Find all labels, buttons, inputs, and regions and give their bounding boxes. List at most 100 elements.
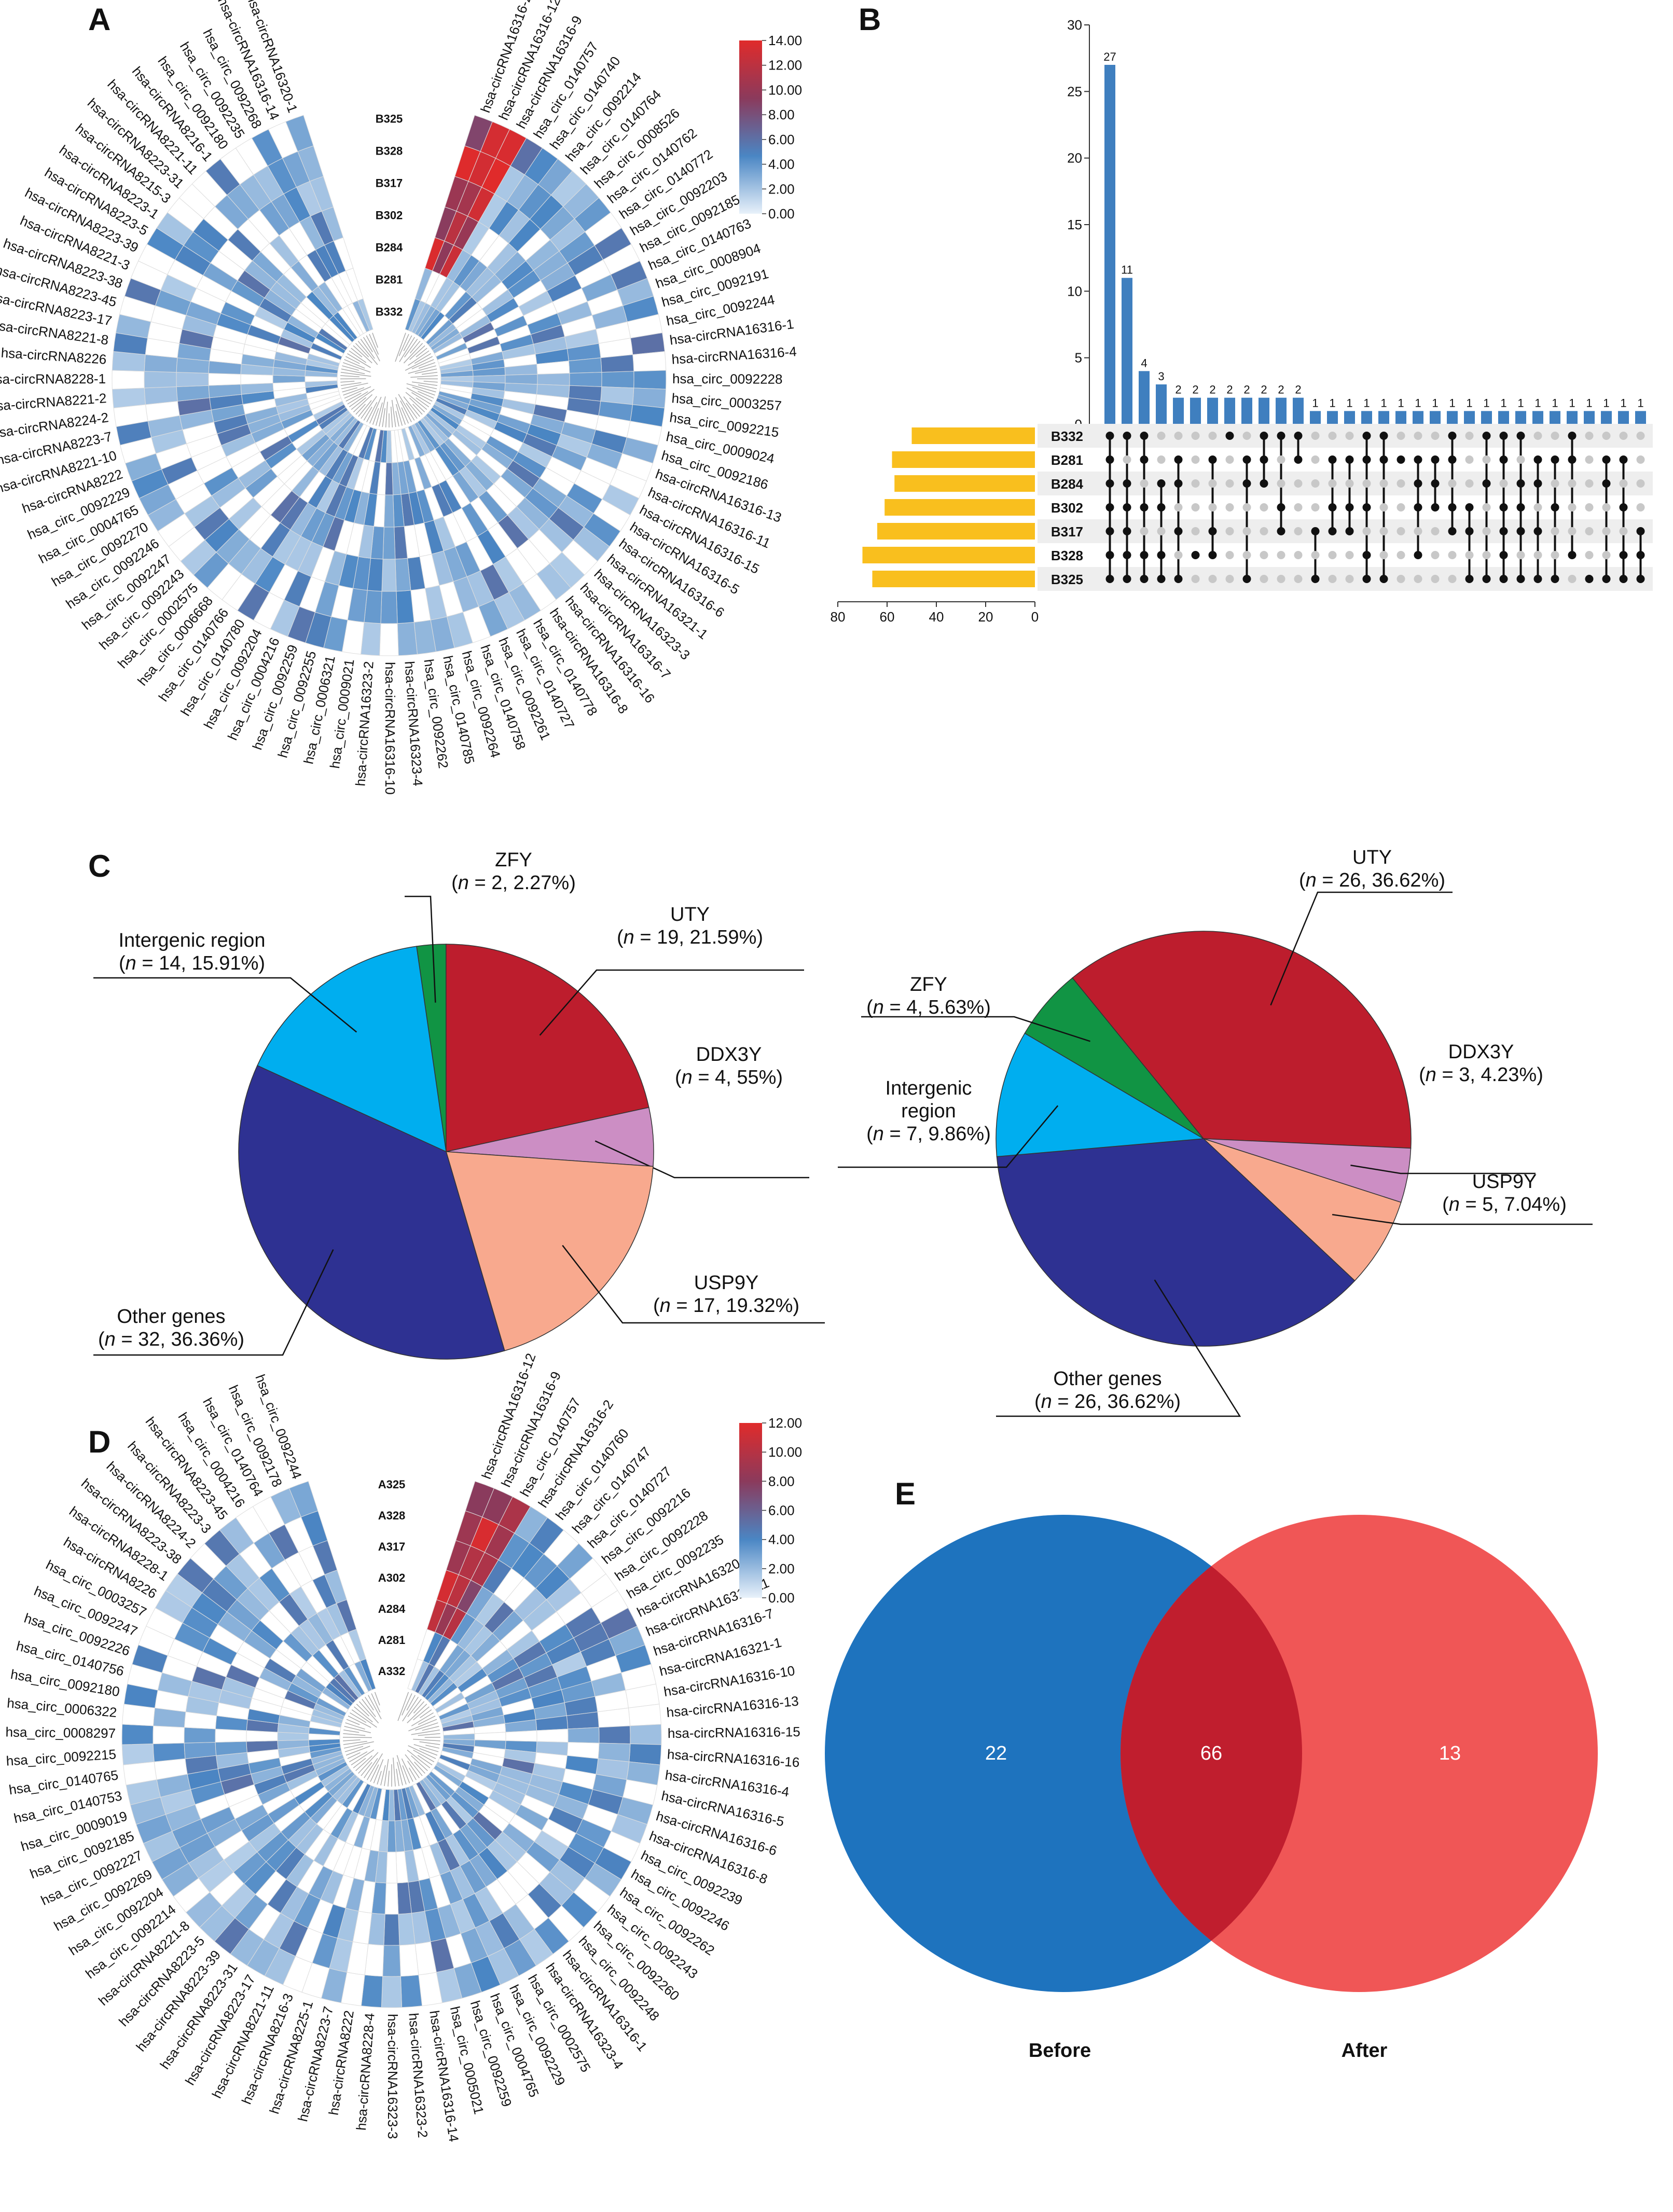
- membership-dot: [1379, 527, 1388, 535]
- intersection-bar: [1259, 397, 1269, 424]
- dendrogram-branch: [344, 1726, 371, 1733]
- pie-slice-name: DDX3Y: [696, 1044, 762, 1066]
- colorbar-tick-label: 12.00: [768, 1415, 802, 1431]
- membership-dot: [1414, 551, 1422, 559]
- membership-dot: [1465, 527, 1474, 535]
- membership-dot: [1345, 432, 1354, 440]
- intersection-bar: [1139, 371, 1150, 424]
- membership-dot: [1294, 503, 1303, 511]
- heatmap-cell: [112, 351, 146, 372]
- membership-dot: [1585, 432, 1594, 440]
- membership-dot: [1208, 455, 1217, 464]
- membership-dot: [1242, 455, 1251, 464]
- dendrogram-branch: [402, 1765, 410, 1784]
- dendrogram-branch: [351, 397, 367, 410]
- membership-dot: [1362, 455, 1371, 464]
- dendrogram-branch: [412, 386, 435, 396]
- membership-dot: [1465, 432, 1474, 440]
- intersection-bar-label: 1: [1637, 396, 1643, 409]
- membership-dot: [1191, 455, 1200, 464]
- dendrogram-branch: [397, 1692, 409, 1721]
- dendrogram-branch: [358, 400, 372, 417]
- dendrogram-branch: [382, 408, 385, 427]
- dendrogram-branch: [407, 1761, 420, 1778]
- dendrogram-branch: [418, 391, 434, 399]
- dendrogram-branch: [399, 337, 415, 362]
- membership-dot: [1568, 551, 1577, 559]
- membership-dot: [1277, 479, 1285, 488]
- membership-dot: [1328, 479, 1337, 488]
- pie-slice-name: Other genes: [1053, 1368, 1162, 1390]
- membership-dot: [1431, 551, 1440, 559]
- dendrogram-branch: [343, 387, 365, 396]
- dendrogram-branch: [372, 408, 379, 425]
- intersection-bar-label: 2: [1192, 383, 1198, 396]
- membership-dot: [1191, 551, 1200, 559]
- set-size-bar: [892, 451, 1035, 468]
- heatmap-cell: [184, 1727, 216, 1744]
- venn-after-only-count: 13: [1439, 1743, 1461, 1764]
- membership-dot: [1465, 479, 1474, 488]
- membership-dot: [1157, 455, 1166, 464]
- intersection-bar-label: 27: [1103, 50, 1116, 63]
- dendrogram-branch: [349, 350, 367, 363]
- heatmap-column-label: hsa-circRNA16323-2: [352, 661, 376, 787]
- pie-slice: [1024, 977, 1204, 1139]
- heatmap-cell: [184, 1742, 217, 1759]
- heatmap-cell: [382, 1945, 401, 1977]
- dendrogram-branch: [344, 386, 371, 399]
- intersection-bar-label: 1: [1603, 396, 1609, 409]
- dendrogram-branch: [414, 368, 437, 374]
- circular-heatmap-a: B325 B328 B317 B302 B284 B281 B332 hsa-circRNA1…: [0, 0, 802, 795]
- dendrogram-branch: [418, 1733, 440, 1736]
- membership-dot: [1362, 432, 1371, 440]
- dendrogram-branch: [341, 368, 365, 375]
- intersection-bar-label: 2: [1261, 383, 1267, 396]
- dendrogram-branch: [410, 375, 438, 378]
- membership-dot: [1636, 479, 1645, 488]
- dendrogram-branch: [353, 1758, 366, 1768]
- intersection-bar: [1601, 411, 1612, 424]
- heatmap-cell: [629, 1744, 662, 1765]
- membership-dot: [1585, 455, 1594, 464]
- membership-dot: [1568, 527, 1577, 535]
- membership-dot: [1191, 479, 1200, 488]
- heatmap-column-label: hsa-circRNA16316-4: [671, 343, 797, 367]
- membership-dot: [1602, 527, 1611, 535]
- membership-dot: [1397, 503, 1405, 511]
- membership-dot: [1174, 479, 1183, 488]
- set-size-axis-tick-label: 40: [929, 609, 944, 625]
- heatmap-cell: [112, 370, 145, 390]
- intersection-bar-label: 1: [1449, 396, 1455, 409]
- membership-dot: [1225, 479, 1234, 488]
- heatmap-cell: [598, 1725, 631, 1745]
- membership-dot: [1602, 432, 1611, 440]
- dendrogram-branch: [388, 1771, 390, 1787]
- dendrogram-branch: [341, 382, 368, 390]
- membership-dot: [1311, 503, 1320, 511]
- dendrogram-branch: [368, 1695, 382, 1720]
- membership-dot: [1191, 575, 1200, 583]
- membership-dot: [1345, 527, 1354, 535]
- pie-slice-name: USP9Y: [694, 1272, 759, 1294]
- membership-dot: [1140, 503, 1149, 511]
- pie-leader-line: [93, 977, 357, 1033]
- intersection-bar: [1241, 397, 1252, 424]
- membership-dot: [1448, 551, 1457, 559]
- dendrogram-branch: [390, 406, 393, 427]
- membership-dot: [1294, 455, 1303, 464]
- membership-dot: [1362, 527, 1371, 535]
- pie-leader-line: [1270, 891, 1453, 1006]
- panel-letter-e: E: [895, 1476, 916, 1511]
- heatmap-cell: [600, 354, 634, 373]
- set-name-label: B302: [1051, 500, 1083, 516]
- heatmap-row-label: B302: [376, 209, 403, 222]
- dendrogram-branch: [406, 403, 418, 419]
- dendrogram-branch: [413, 1749, 435, 1762]
- set-size-axis-tick-label: 80: [831, 609, 846, 625]
- colorbar-tick-label: 8.00: [768, 1473, 795, 1489]
- dendrogram-branch: [373, 1759, 384, 1784]
- intersection-bar: [1618, 411, 1629, 424]
- membership-dot: [1225, 503, 1234, 511]
- heatmap-column-label: hsa-circRNA16323-3: [385, 2014, 400, 2139]
